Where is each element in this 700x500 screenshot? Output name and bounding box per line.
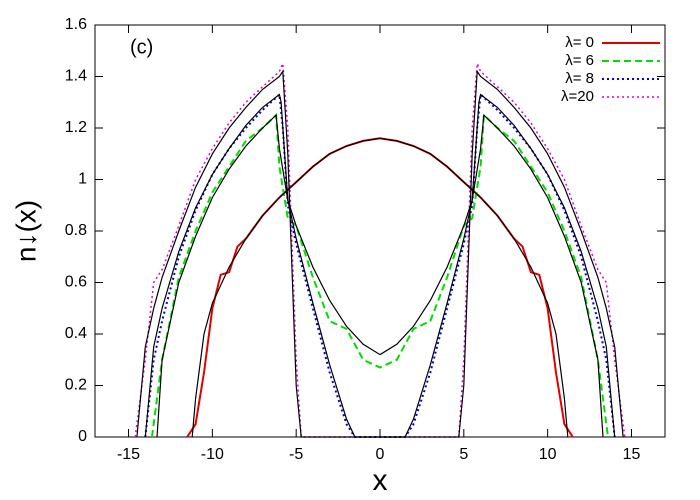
data-line [144, 92, 616, 438]
legend-label: λ= 6 [565, 52, 594, 69]
x-tick-label: 5 [459, 446, 468, 463]
legend-label: λ= 8 [565, 70, 594, 87]
y-tick-label: 0.4 [65, 325, 87, 342]
x-tick-label: 0 [376, 446, 385, 463]
y-tick-label: 0.6 [65, 274, 87, 291]
x-tick-label: -15 [117, 446, 140, 463]
legend-label: λ=20 [561, 88, 594, 105]
y-tick-label: 1.6 [65, 16, 87, 33]
legend-label: λ= 0 [565, 34, 594, 51]
data-line [156, 113, 604, 438]
y-axis-label: n↓(x) [10, 200, 41, 262]
panel-label: (c) [130, 36, 153, 58]
x-tick-label: -10 [201, 446, 224, 463]
x-tick-label: 15 [623, 446, 641, 463]
data-line [151, 112, 609, 438]
y-tick-label: 0.8 [65, 222, 87, 239]
data-line [191, 137, 569, 438]
y-tick-label: 1.2 [65, 119, 87, 136]
data-line [186, 137, 574, 438]
data-line [136, 69, 624, 438]
y-tick-label: 0.2 [65, 377, 87, 394]
x-axis-label: x [373, 464, 388, 497]
x-tick-label: -5 [289, 446, 303, 463]
y-tick-label: 1 [78, 171, 87, 188]
x-tick-label: 10 [539, 446, 557, 463]
data-line [134, 63, 626, 438]
data-line [144, 93, 616, 438]
y-tick-label: 1.4 [65, 68, 87, 85]
y-tick-label: 0 [78, 428, 87, 445]
